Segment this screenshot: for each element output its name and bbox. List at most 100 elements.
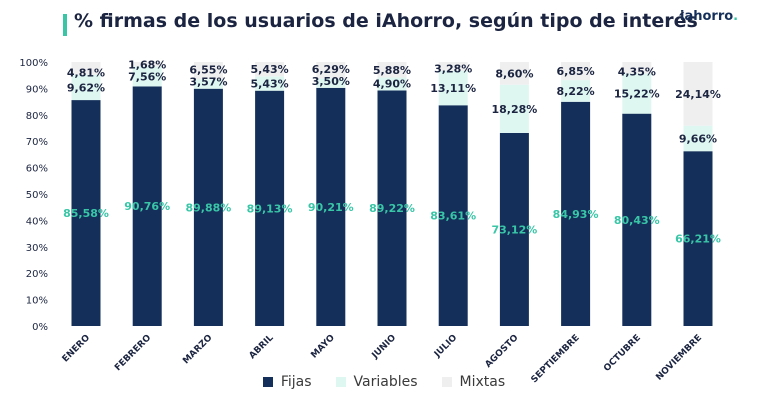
y-tick-label: 20%	[26, 269, 48, 280]
bar-segment-fijas	[561, 101, 591, 327]
y-tick-label: 0%	[32, 322, 48, 333]
y-tick-label: 90%	[26, 84, 48, 95]
data-label-variables: 3,57%	[189, 76, 227, 89]
data-label-variables: 7,56%	[128, 70, 166, 83]
bar-segment-variables	[683, 125, 713, 152]
bar-segment-variables	[71, 74, 101, 101]
bar-segment-fijas	[255, 90, 285, 326]
bar-segment-variables	[132, 66, 162, 87]
x-category-label: ENERO	[61, 333, 93, 365]
bar-segment-variables	[255, 76, 285, 91]
legend-label-fijas: Fijas	[280, 374, 312, 390]
data-label-fijas: 85,58%	[63, 207, 109, 220]
bar-segment-variables	[377, 77, 407, 91]
data-label-variables: 3,50%	[312, 75, 350, 88]
bar-segment-fijas	[193, 88, 223, 326]
bar-segment-fijas	[622, 113, 652, 327]
bar-segment-fijas	[316, 87, 346, 326]
bar-segment-mixtas	[561, 62, 591, 81]
brand-logo: iahorro.	[680, 9, 738, 24]
data-label-mixtas: 6,29%	[312, 63, 350, 76]
data-label-variables: 9,62%	[67, 81, 105, 94]
bar-segment-fijas	[683, 151, 713, 326]
bar-segment-variables	[561, 80, 591, 102]
data-label-fijas: 89,88%	[185, 201, 231, 214]
title-accent-bar	[63, 14, 67, 36]
y-tick-label: 60%	[26, 164, 48, 175]
data-label-fijas: 90,21%	[308, 201, 354, 214]
data-label-variables: 4,90%	[373, 77, 411, 90]
bar-segment-variables	[438, 70, 468, 106]
bar-segment-variables	[499, 84, 529, 133]
x-category-label: OCTUBRE	[602, 333, 643, 374]
data-label-mixtas: 5,88%	[373, 64, 411, 77]
logo-text: iahorro	[680, 9, 734, 24]
y-tick-label: 100%	[19, 58, 48, 69]
bar-segment-mixtas	[622, 62, 652, 74]
data-label-mixtas: 6,85%	[557, 65, 595, 78]
legend-item-fijas: Fijas	[262, 374, 312, 390]
legend-item-mixtas: Mixtas	[441, 374, 506, 390]
bar-segment-mixtas	[438, 62, 468, 71]
bar-segment-variables	[622, 73, 652, 114]
bar-segment-mixtas	[71, 61, 101, 75]
data-label-variables: 8,22%	[557, 85, 595, 98]
data-label-mixtas: 5,43%	[251, 63, 289, 76]
bar-segment-variables	[316, 78, 346, 88]
data-label-mixtas: 3,28%	[434, 63, 472, 76]
data-label-mixtas: 1,68%	[128, 58, 166, 71]
logo-dot: .	[733, 9, 739, 24]
bar-segment-mixtas	[499, 62, 529, 85]
bar-segment-mixtas	[132, 62, 162, 67]
bar-segment-fijas	[71, 100, 101, 326]
x-category-label: ABRIL	[248, 333, 276, 361]
data-label-fijas: 80,43%	[614, 214, 660, 227]
y-tick-label: 80%	[26, 111, 48, 122]
data-label-mixtas: 6,55%	[189, 64, 227, 77]
data-label-fijas: 84,93%	[553, 208, 599, 221]
x-category-label: JUNIO	[370, 333, 399, 362]
data-label-fijas: 83,61%	[430, 210, 476, 223]
legend-swatch-variables	[335, 377, 346, 387]
y-tick-label: 30%	[26, 243, 48, 254]
bar-segment-mixtas	[377, 62, 407, 78]
y-tick-label: 70%	[26, 137, 48, 148]
x-category-label: AGOSTO	[484, 333, 521, 370]
bar-segment-mixtas	[683, 61, 713, 126]
data-label-mixtas: 4,81%	[67, 67, 105, 80]
data-label-fijas: 90,76%	[124, 200, 170, 213]
data-label-mixtas: 4,35%	[618, 65, 656, 78]
bar-segment-mixtas	[255, 62, 285, 77]
data-label-variables: 18,28%	[491, 103, 537, 116]
y-tick-label: 40%	[26, 216, 48, 227]
bar-segment-variables	[193, 79, 223, 89]
legend-item-variables: Variables	[335, 374, 418, 390]
data-label-fijas: 89,13%	[247, 202, 293, 215]
bar-segment-fijas	[377, 90, 407, 326]
data-label-variables: 13,11%	[430, 82, 476, 95]
bar-segment-fijas	[499, 132, 529, 326]
data-label-fijas: 66,21%	[675, 233, 721, 246]
bar-segment-mixtas	[316, 62, 346, 79]
bar-segment-fijas	[438, 105, 468, 327]
data-label-variables: 5,43%	[251, 78, 289, 91]
data-label-fijas: 73,12%	[491, 223, 537, 236]
legend-label-mixtas: Mixtas	[459, 374, 506, 390]
x-category-label: FEBRERO	[113, 333, 153, 373]
legend-swatch-mixtas	[441, 377, 452, 387]
data-label-variables: 9,66%	[679, 132, 717, 145]
bar-segment-mixtas	[193, 62, 223, 80]
data-label-variables: 15,22%	[614, 88, 660, 101]
x-category-label: MAYO	[309, 333, 337, 361]
legend-swatch-fijas	[262, 377, 273, 387]
y-tick-label: 50%	[26, 190, 48, 201]
x-category-label: MARZO	[181, 333, 215, 367]
data-label-mixtas: 24,14%	[675, 88, 721, 101]
chart-legend: Fijas Variables Mixtas	[0, 374, 768, 390]
y-tick-label: 10%	[26, 296, 48, 307]
data-label-fijas: 89,22%	[369, 202, 415, 215]
legend-label-variables: Variables	[353, 374, 418, 390]
chart-title: % firmas de los usuarios de iAhorro, seg…	[74, 10, 698, 32]
